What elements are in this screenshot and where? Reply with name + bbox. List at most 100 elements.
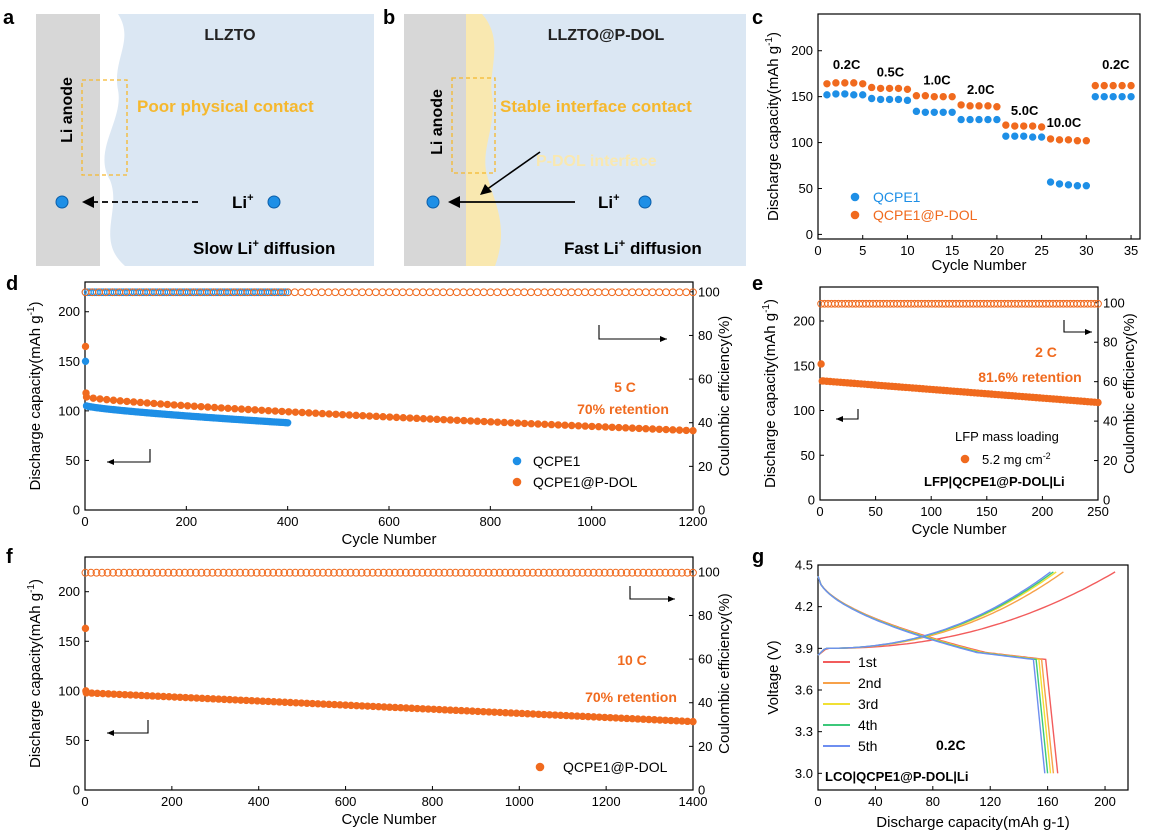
x-tick-label: 600 xyxy=(378,514,400,529)
data-point xyxy=(125,568,134,577)
data-point xyxy=(512,568,521,577)
data-point xyxy=(120,568,128,577)
y2-tick-label: 60 xyxy=(1103,374,1117,389)
data-point xyxy=(418,568,427,577)
data-point xyxy=(332,410,340,418)
data-point xyxy=(89,394,97,402)
data-point xyxy=(359,411,367,420)
axis-arrow xyxy=(836,409,859,420)
charge-curve xyxy=(817,571,1054,656)
panel-b-title: LLZTO@P-DOL xyxy=(548,27,665,44)
data-point xyxy=(506,288,515,297)
legend-marker xyxy=(512,456,522,466)
data-point xyxy=(451,568,460,577)
axis-arrow xyxy=(598,325,667,340)
li-ion-dot xyxy=(426,195,440,209)
data-point xyxy=(291,408,300,416)
data-point xyxy=(365,288,373,297)
data-point xyxy=(1020,122,1028,130)
x-axis-title: Cycle Number xyxy=(341,531,436,548)
data-point xyxy=(258,568,267,577)
data-point xyxy=(615,423,623,432)
y-tick-label: 0 xyxy=(808,493,815,508)
x-tick-label: 1200 xyxy=(592,794,621,809)
data-point xyxy=(324,288,333,297)
data-point xyxy=(263,568,272,577)
data-point xyxy=(867,83,876,92)
x-tick-label: 1200 xyxy=(679,514,708,529)
data-point xyxy=(385,568,394,577)
rate-label: 5.0C xyxy=(1011,103,1039,118)
data-point xyxy=(939,108,947,116)
data-point xyxy=(264,406,273,415)
x-tick-label: 1400 xyxy=(679,794,708,809)
data-point xyxy=(304,288,313,297)
data-point xyxy=(642,425,650,433)
data-point xyxy=(1109,92,1117,101)
arrow-head xyxy=(107,730,114,736)
y2-axis-title: Coulombic efficiency(%) xyxy=(716,593,733,754)
data-point xyxy=(1100,92,1108,101)
y-axis-title: Discharge capacity(mAh g-1) xyxy=(764,32,782,221)
x-tick-label: 1000 xyxy=(505,794,534,809)
data-point xyxy=(517,568,526,577)
data-point xyxy=(186,568,195,577)
data-point xyxy=(683,568,692,577)
data-point xyxy=(921,108,930,116)
data-point xyxy=(352,568,360,577)
x-tick-label: 50 xyxy=(868,504,882,519)
data-point xyxy=(335,568,344,577)
data-point xyxy=(885,84,894,93)
li-anode-label: Li anode xyxy=(429,89,446,155)
data-point xyxy=(163,400,172,409)
data-point xyxy=(527,288,535,297)
data-point xyxy=(317,288,326,297)
data-point xyxy=(225,568,233,577)
data-point xyxy=(357,568,366,577)
data-point xyxy=(331,288,340,297)
data-point xyxy=(675,288,684,297)
arrow-head xyxy=(82,196,94,208)
data-point xyxy=(930,108,938,116)
data-point xyxy=(150,399,158,408)
data-point xyxy=(655,288,664,297)
data-point xyxy=(291,568,300,577)
legend-label: QCPE1 xyxy=(533,453,581,469)
data-point xyxy=(1002,132,1010,140)
data-point xyxy=(96,395,104,403)
data-point xyxy=(318,409,327,418)
data-point xyxy=(1011,122,1019,130)
x-tick-label: 200 xyxy=(161,794,183,809)
data-point xyxy=(850,91,858,99)
data-point xyxy=(595,568,604,577)
data-point xyxy=(439,288,448,297)
data-point xyxy=(344,288,353,297)
data-point xyxy=(390,568,399,577)
data-point xyxy=(1109,81,1117,90)
y-tick-label: 200 xyxy=(58,584,80,599)
x-tick-label: 20 xyxy=(990,243,1004,258)
data-point xyxy=(547,420,556,429)
data-point xyxy=(473,568,482,577)
data-point xyxy=(539,568,548,577)
data-point xyxy=(466,417,475,425)
data-point xyxy=(648,425,657,433)
data-point xyxy=(993,103,1001,111)
y-tick-label: 50 xyxy=(799,181,813,196)
y2-tick-label: 0 xyxy=(1103,493,1110,508)
data-point xyxy=(1028,122,1037,130)
data-point xyxy=(396,568,405,577)
data-point xyxy=(1064,136,1073,144)
x-axis-title: Cycle Number xyxy=(931,257,1026,274)
y-tick-label: 50 xyxy=(66,733,80,748)
data-point xyxy=(136,568,145,577)
y-tick-label: 150 xyxy=(58,634,80,649)
x-axis-title: Cycle Number xyxy=(911,521,1006,538)
data-point xyxy=(446,416,455,424)
arrow-head xyxy=(836,416,843,422)
data-point xyxy=(271,407,279,415)
y-tick-label: 200 xyxy=(791,43,813,58)
discharge-curve xyxy=(817,575,1049,774)
y2-tick-label: 0 xyxy=(698,783,705,798)
